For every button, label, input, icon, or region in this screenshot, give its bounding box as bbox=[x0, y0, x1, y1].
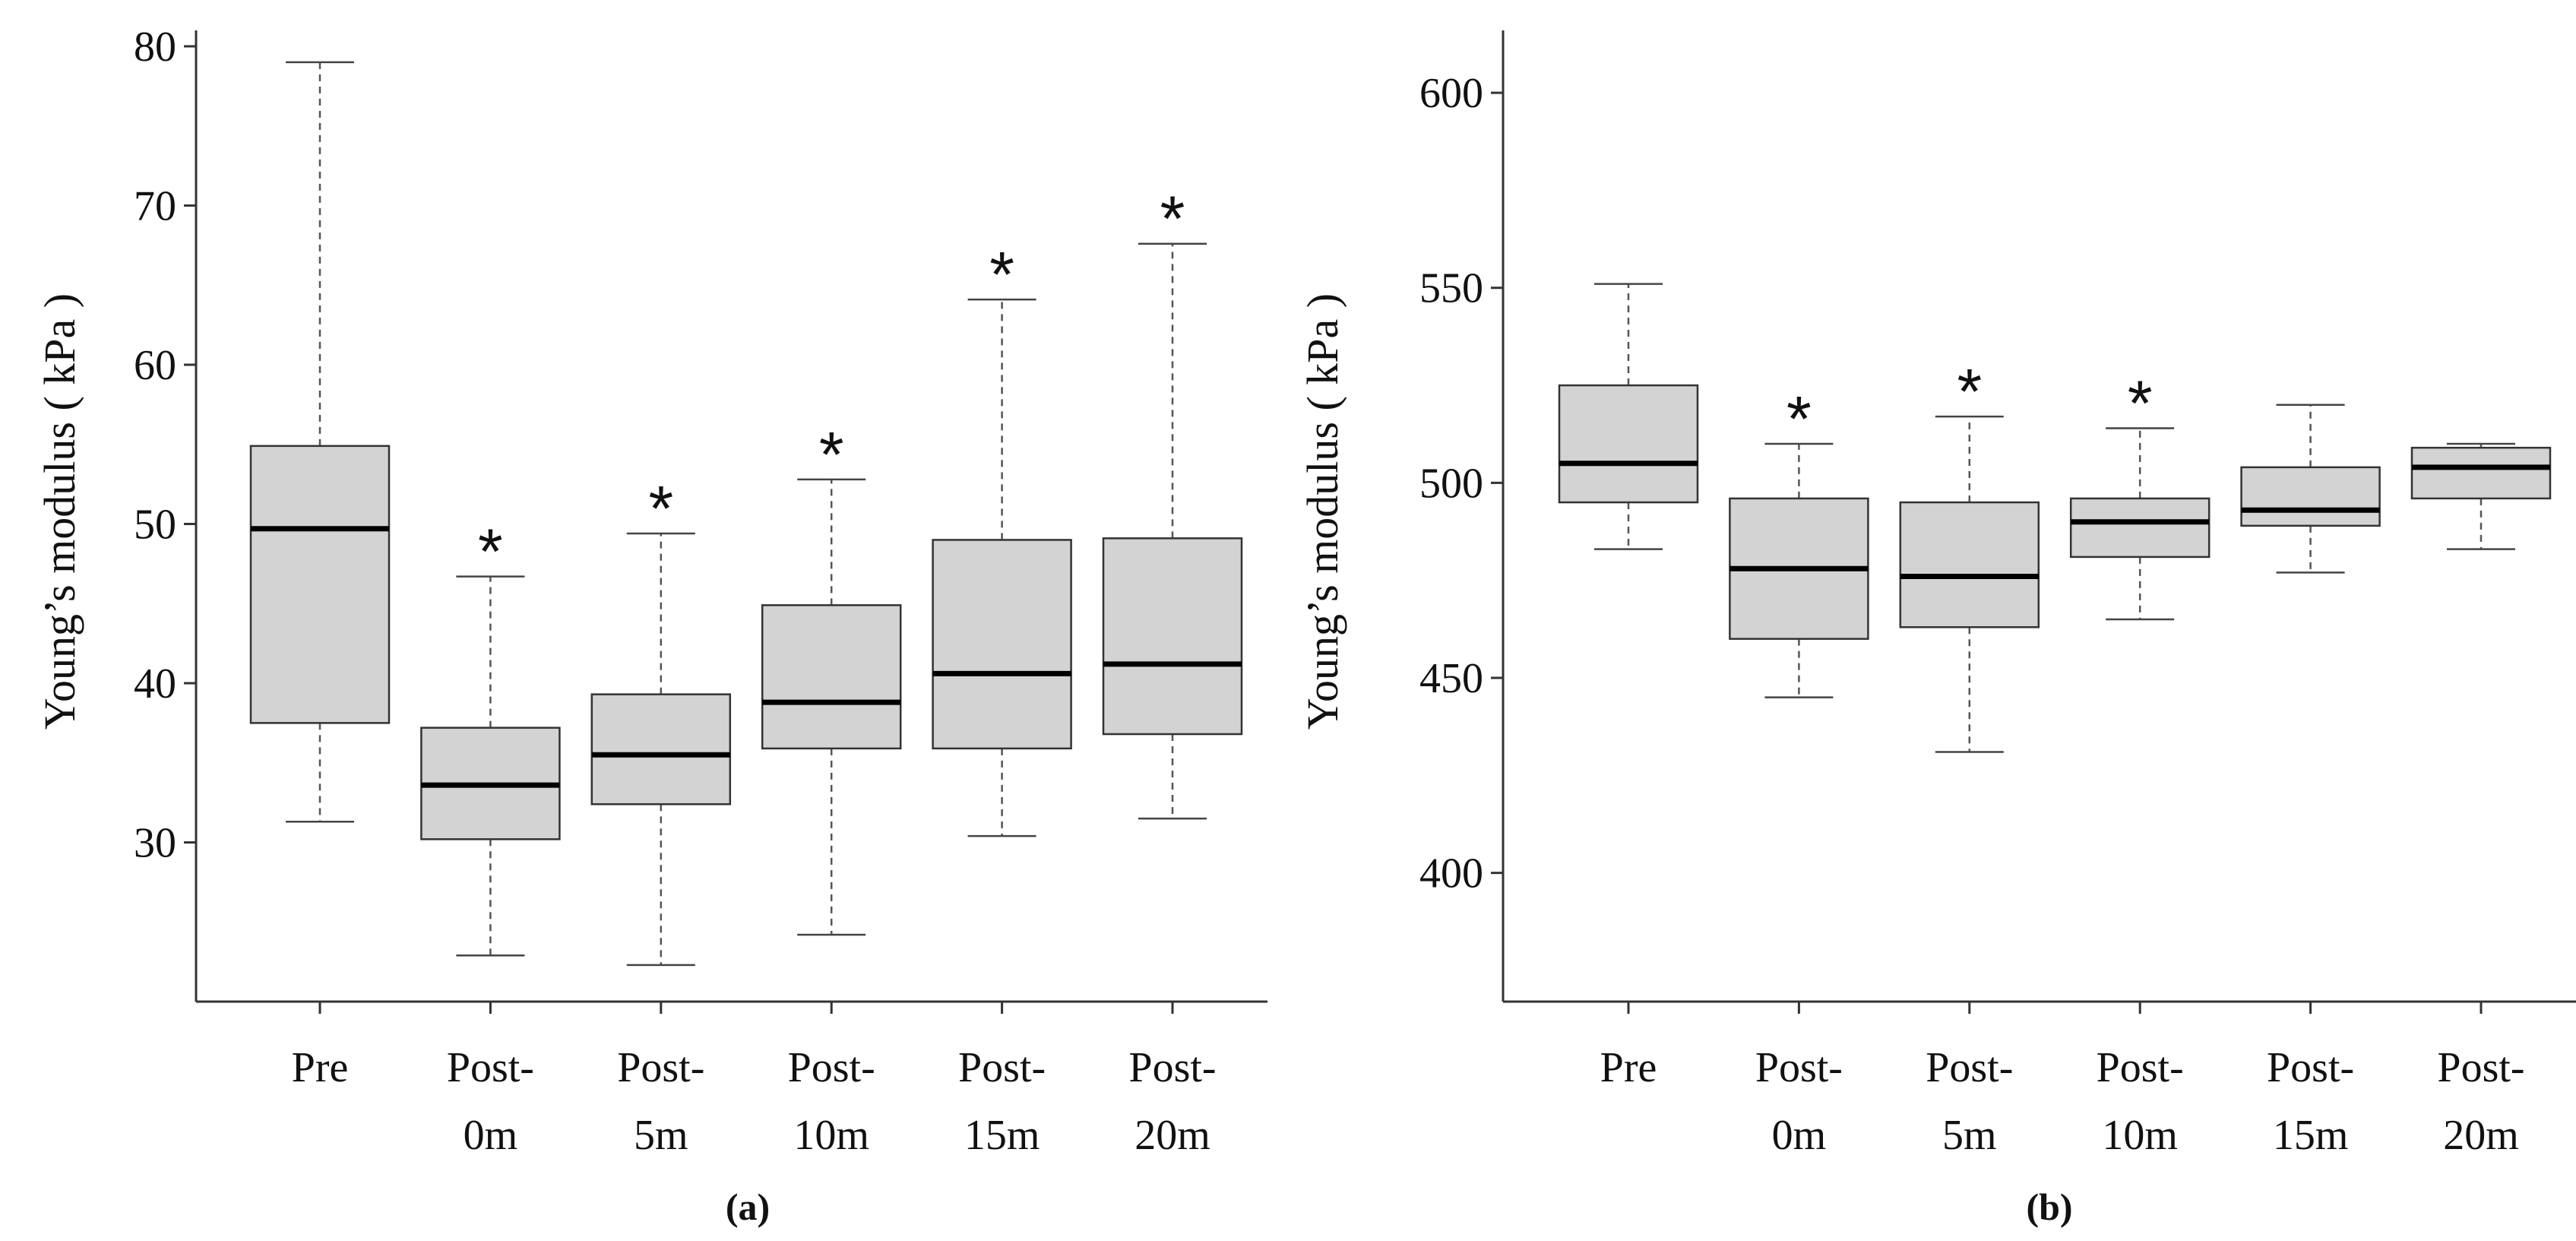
significance-star: * bbox=[478, 516, 503, 587]
x-tick-label: Post- bbox=[788, 1044, 875, 1091]
y-tick-label: 80 bbox=[134, 24, 176, 71]
significance-star: * bbox=[1786, 383, 1812, 454]
significance-star: * bbox=[648, 473, 673, 544]
significance-star: * bbox=[1160, 183, 1185, 255]
x-tick-label: Post- bbox=[1755, 1044, 1843, 1091]
y-tick-label: 50 bbox=[134, 501, 176, 548]
x-tick-label: Post- bbox=[617, 1044, 704, 1091]
y-tick-label: 70 bbox=[134, 182, 176, 230]
panel-a: 30 40 50 60 70 80 Young’s modulus ( kPa ) Pre * P… bbox=[35, 24, 1267, 1228]
x-tick-label: Post- bbox=[2437, 1044, 2524, 1091]
y-tick-label: 450 bbox=[1419, 655, 1483, 702]
y-tick-label: 600 bbox=[1419, 70, 1483, 117]
y-tick-label: 400 bbox=[1419, 850, 1483, 898]
y-tick-label: 500 bbox=[1419, 460, 1483, 507]
x-tick-label: Post- bbox=[1926, 1044, 2013, 1091]
y-axis-label: Young’s modulus ( kPa ) bbox=[1298, 293, 1347, 730]
box-iqr bbox=[932, 539, 1072, 750]
significance-star: * bbox=[819, 419, 844, 490]
box-iqr bbox=[249, 445, 391, 724]
x-tick-label-line2: 15m bbox=[2273, 1112, 2349, 1159]
x-tick-label: Post- bbox=[447, 1044, 534, 1091]
box-iqr bbox=[1102, 537, 1243, 736]
x-tick-label-line2: 0m bbox=[464, 1112, 518, 1159]
x-tick-label-line2: 0m bbox=[1772, 1112, 1827, 1159]
x-tick-label-line2: 5m bbox=[634, 1112, 688, 1159]
x-tick-label: Pre bbox=[1600, 1044, 1657, 1091]
x-tick-label-line2: 20m bbox=[2443, 1112, 2519, 1159]
x-tick-label-line2: 5m bbox=[1942, 1112, 1997, 1159]
y-axis-label: Young’s modulus ( kPa ) bbox=[35, 293, 84, 730]
significance-star: * bbox=[2128, 368, 2153, 439]
significance-star: * bbox=[1957, 356, 1982, 427]
x-tick-label: Post- bbox=[958, 1044, 1046, 1091]
y-tick-label: 550 bbox=[1419, 265, 1483, 312]
x-tick-label: Post- bbox=[1128, 1044, 1216, 1091]
box-iqr bbox=[2069, 497, 2210, 559]
x-tick-label-line2: 15m bbox=[964, 1112, 1040, 1159]
y-tick-label: 30 bbox=[134, 819, 176, 866]
box-iqr bbox=[2410, 446, 2552, 500]
x-tick-label-line2: 10m bbox=[2102, 1112, 2178, 1159]
panel-b: 400 450 500 550 600 Young’s modulus ( kPa ) Pr… bbox=[1298, 30, 2576, 1228]
box-iqr bbox=[1899, 501, 2040, 628]
box-iqr bbox=[2240, 466, 2381, 527]
box-iqr bbox=[1558, 384, 1699, 504]
panel-label: (a) bbox=[726, 1186, 770, 1228]
x-tick-label: Post- bbox=[2097, 1044, 2184, 1091]
x-tick-label: Post- bbox=[2267, 1044, 2354, 1091]
x-tick-label: Pre bbox=[292, 1044, 349, 1091]
significance-star: * bbox=[989, 239, 1014, 310]
y-tick-label: 60 bbox=[134, 342, 176, 389]
box-iqr bbox=[590, 693, 732, 806]
x-tick-label-line2: 10m bbox=[793, 1112, 869, 1159]
y-tick-label: 40 bbox=[134, 660, 176, 708]
box-iqr bbox=[761, 604, 902, 750]
x-tick-label-line2: 20m bbox=[1135, 1112, 1210, 1159]
panel-label: (b) bbox=[2026, 1186, 2072, 1228]
